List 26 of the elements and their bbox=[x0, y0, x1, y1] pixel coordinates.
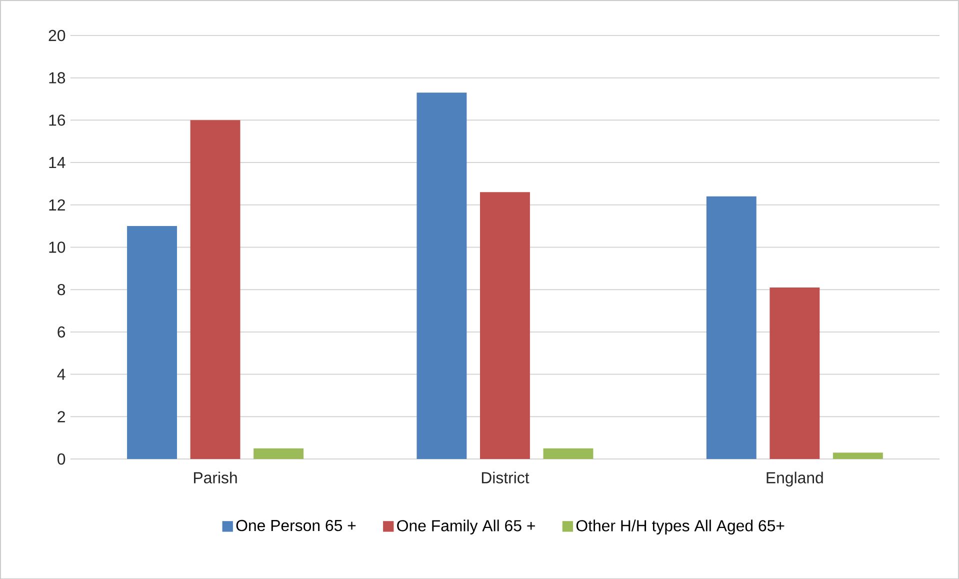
bar bbox=[706, 196, 756, 459]
legend-label: Other H/H types All Aged 65+ bbox=[576, 519, 784, 534]
y-tick-label: 12 bbox=[49, 199, 65, 210]
bar bbox=[416, 92, 467, 459]
y-tick-label: 14 bbox=[49, 156, 66, 168]
x-tick-label: District bbox=[482, 472, 530, 484]
bar bbox=[543, 448, 594, 459]
bar bbox=[190, 120, 240, 459]
y-tick-label: 18 bbox=[49, 72, 66, 84]
bar bbox=[127, 226, 177, 459]
legend-label: One Family All 65 + bbox=[397, 519, 535, 534]
y-tick-label: 20 bbox=[48, 30, 66, 41]
y-tick-label: 6 bbox=[58, 326, 66, 338]
x-tick-label: Parish bbox=[194, 472, 237, 484]
bar bbox=[832, 452, 883, 459]
y-tick-label: 10 bbox=[49, 241, 66, 253]
y-tick-label: 8 bbox=[58, 284, 66, 296]
bar bbox=[480, 192, 530, 459]
y-tick-label: 4 bbox=[57, 368, 66, 380]
bar bbox=[770, 287, 820, 459]
y-tick-label: 0 bbox=[58, 453, 66, 464]
x-tick-label: England bbox=[766, 472, 823, 486]
y-tick-label: 2 bbox=[58, 410, 65, 422]
bar bbox=[254, 448, 304, 459]
legend-label: One Person 65 + bbox=[236, 520, 356, 531]
y-tick-label: 16 bbox=[49, 114, 66, 126]
